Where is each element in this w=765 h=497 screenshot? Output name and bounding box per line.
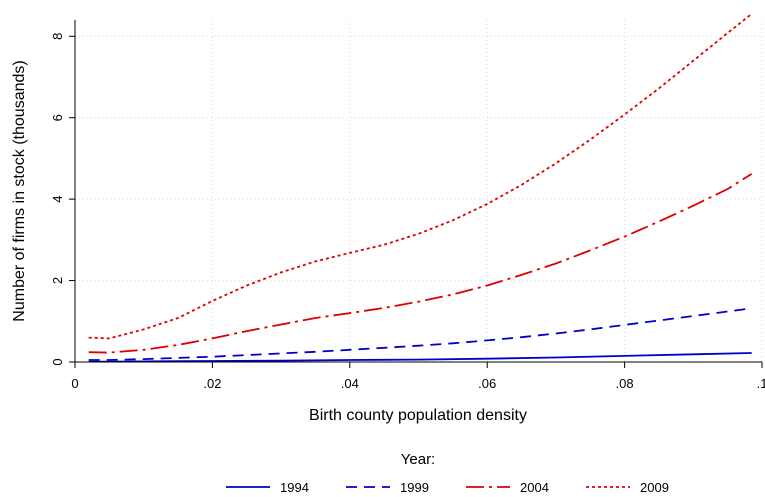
series-line-1999: [88, 307, 752, 361]
x-tick-label: .02: [203, 376, 221, 391]
x-axis-label: Birth county population density: [309, 407, 527, 424]
series-line-2009: [88, 13, 753, 340]
x-ticks: 0 .02 .04 .06 .08 .1: [71, 362, 765, 391]
grid: [75, 20, 763, 362]
series-line-1994: [88, 352, 752, 363]
series-lines: [88, 13, 753, 363]
legend-title: Year:: [401, 451, 435, 468]
axes: [74, 20, 762, 363]
y-tick-label: 6: [50, 114, 65, 121]
legend-label-1999: 1999: [400, 480, 429, 495]
y-tick-label: 8: [50, 33, 65, 40]
y-ticks: 0 2 4 6 8: [50, 33, 75, 366]
x-tick-label: .1: [757, 376, 765, 391]
legend-label-1994: 1994: [280, 480, 309, 495]
y-axis-label: Number of firms in stock (thousands): [11, 60, 28, 321]
x-tick-label: 0: [71, 376, 78, 391]
x-tick-label: .06: [478, 376, 496, 391]
x-tick-label: .04: [341, 376, 359, 391]
legend-label-2004: 2004: [520, 480, 549, 495]
x-tick-label: .08: [616, 376, 634, 391]
series-line-2004: [88, 173, 753, 354]
y-tick-label: 2: [50, 277, 65, 284]
y-tick-label: 0: [50, 358, 65, 365]
y-tick-label: 4: [50, 196, 65, 203]
legend: 1994 1999 2004 2009: [226, 480, 669, 495]
legend-label-2009: 2009: [640, 480, 669, 495]
